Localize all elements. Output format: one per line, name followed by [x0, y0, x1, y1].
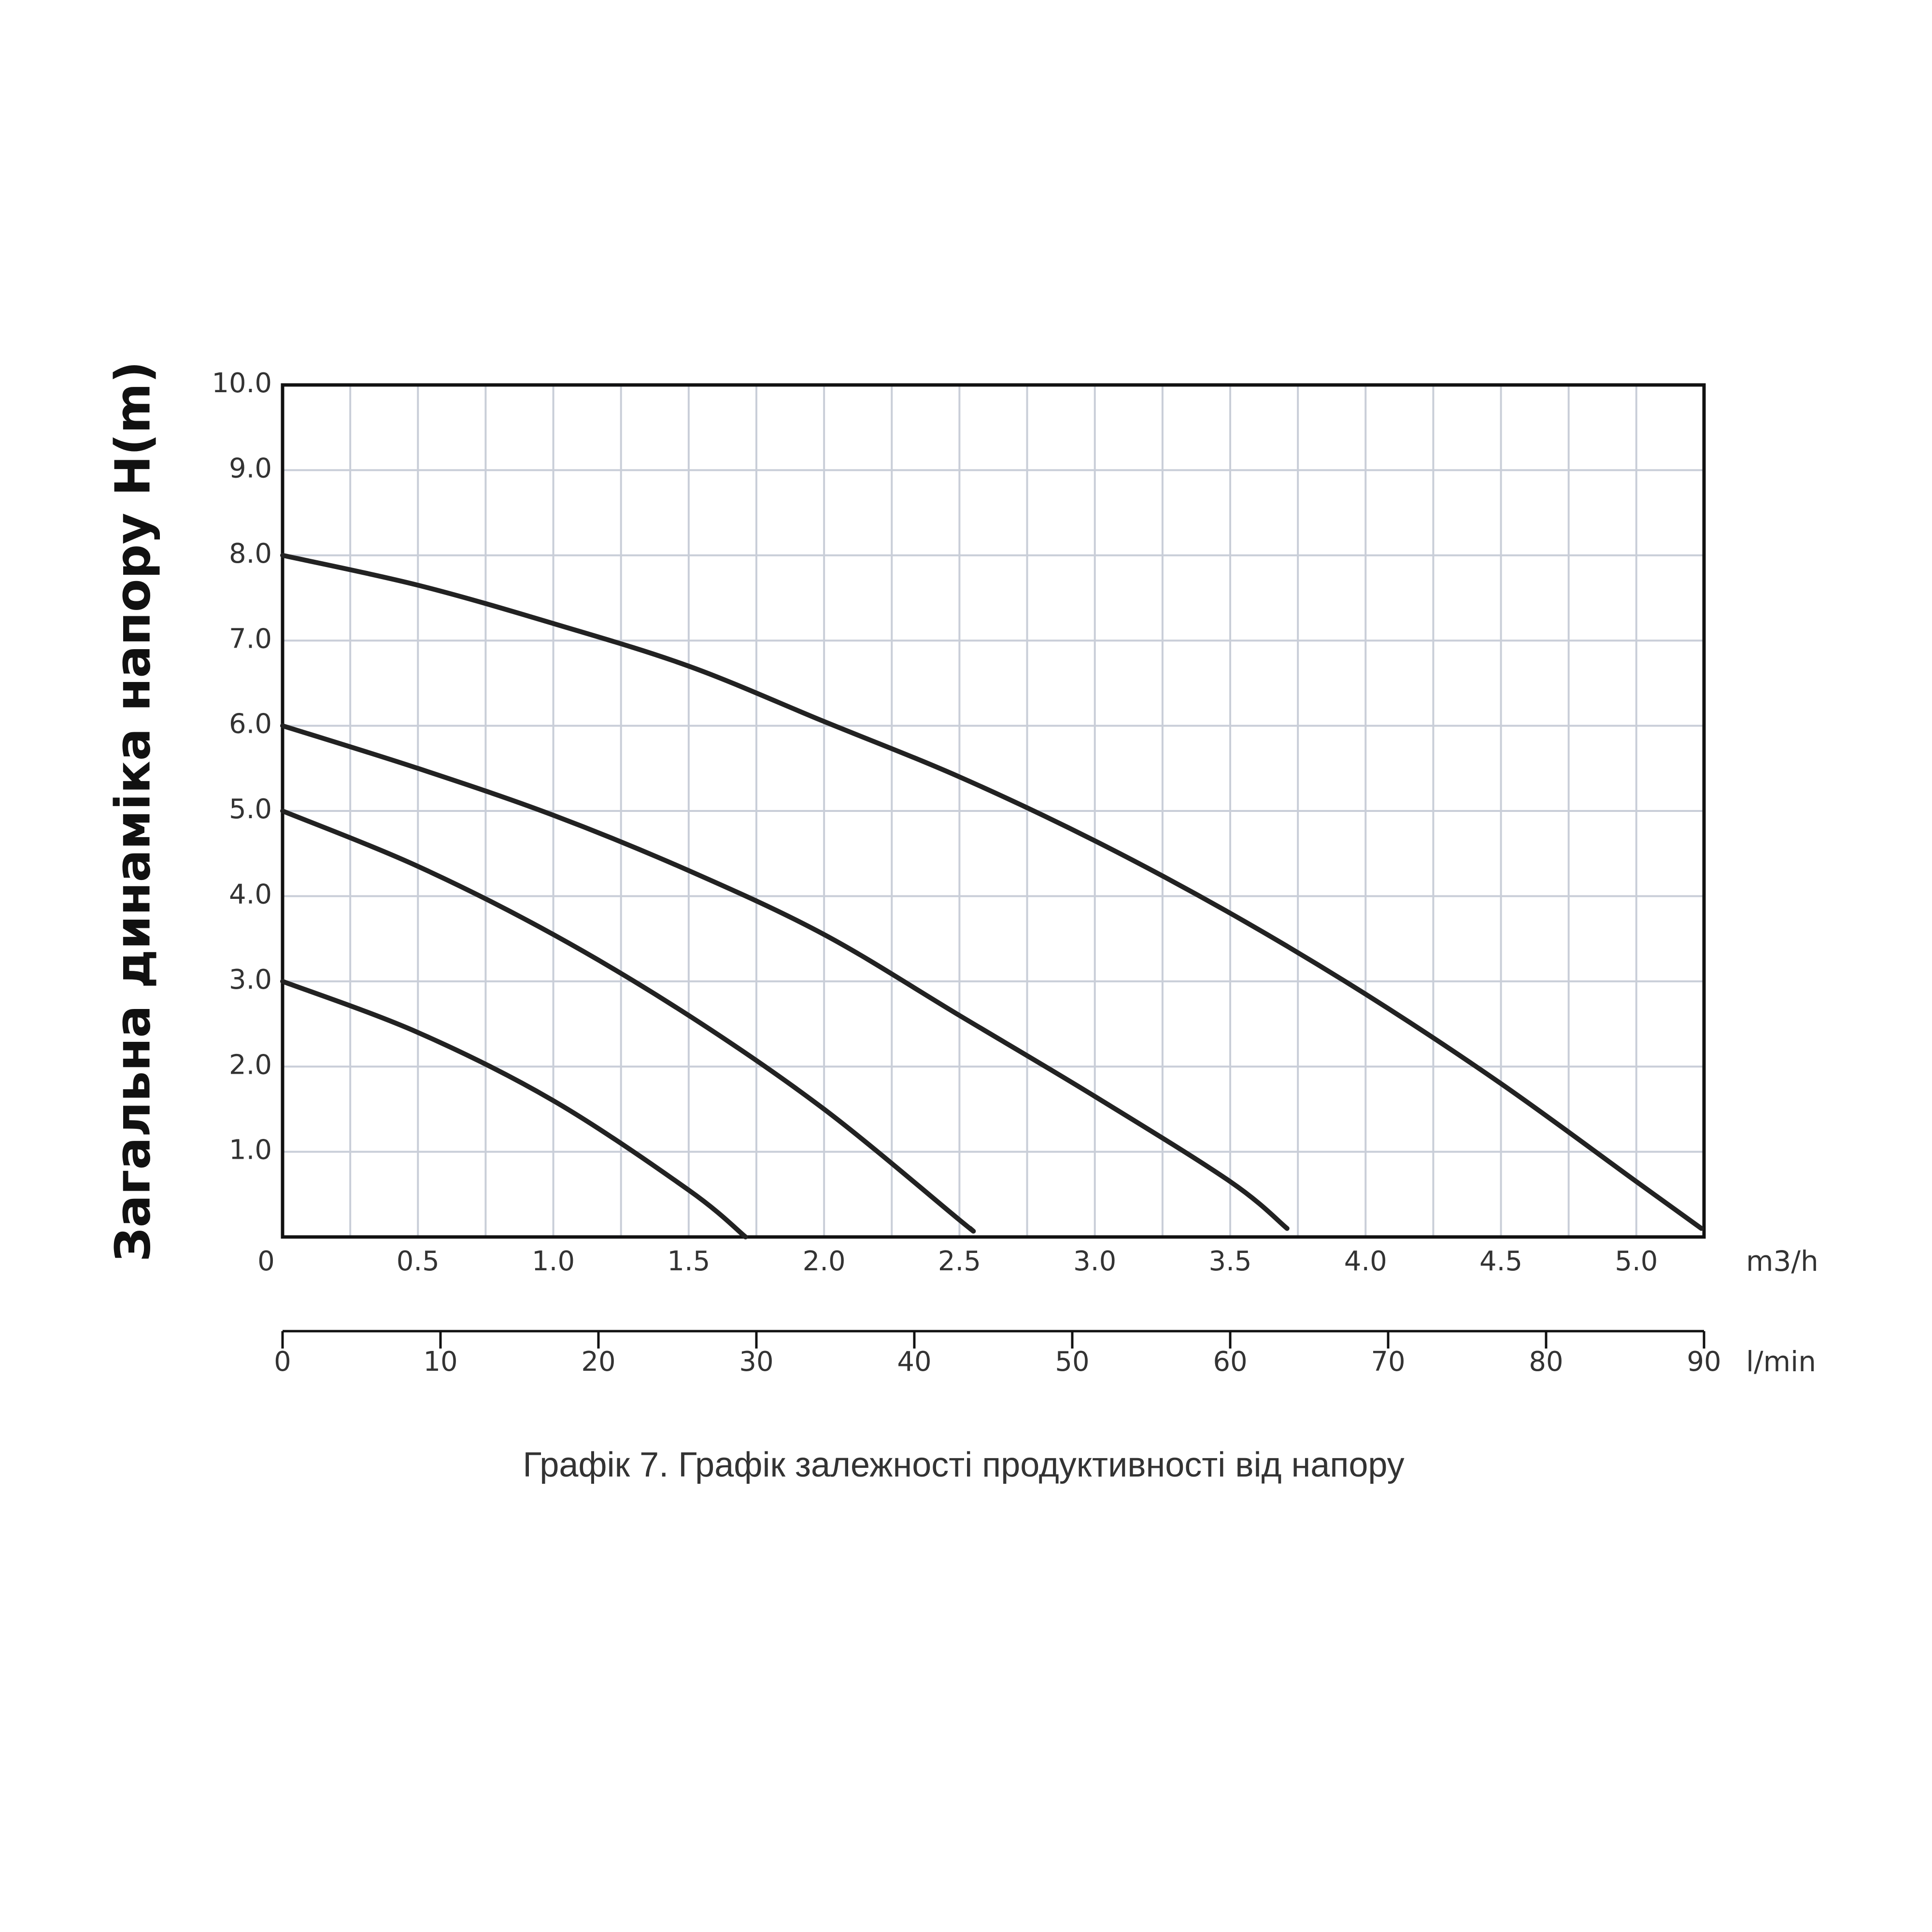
caption: Графік 7. Графік залежності продуктивнос…	[523, 1446, 1404, 1484]
y-tick-label: 3.0	[229, 964, 272, 995]
x2-tick-label: 60	[1213, 1346, 1247, 1378]
y-tick-label: 10.0	[212, 368, 272, 399]
curve	[280, 553, 1704, 1231]
x2-unit: l/min	[1746, 1345, 1816, 1378]
curve	[280, 809, 976, 1234]
x2-tick-label: 90	[1687, 1346, 1721, 1378]
y-tick-label: 9.0	[229, 453, 272, 484]
x-tick-label: 4.5	[1479, 1246, 1522, 1277]
y-tick-label: 7.0	[229, 623, 272, 654]
x2-tick-label: 40	[897, 1346, 931, 1378]
x-tick-label: 3.0	[1073, 1246, 1116, 1277]
y-tick-label: 5.0	[229, 794, 272, 825]
y-tick-label: 6.0	[229, 709, 272, 740]
x-tick-label: 5.0	[1615, 1246, 1658, 1277]
x-tick-label: 2.0	[803, 1246, 846, 1277]
x-tick-label: 0.5	[397, 1246, 440, 1277]
x2-tick-label: 10	[423, 1346, 457, 1378]
y-tick-label: 2.0	[229, 1049, 272, 1080]
x2-tick-label: 20	[581, 1346, 615, 1378]
curve	[280, 723, 1290, 1231]
x2-tick-label: 50	[1055, 1346, 1089, 1378]
x-tick-label: 2.5	[938, 1246, 981, 1277]
x-tick-label: 0	[257, 1246, 275, 1277]
y-axis-label: Загальна динаміка напору H(m)	[104, 361, 161, 1262]
y-tick-label: 4.0	[229, 879, 272, 910]
x2-tick-label: 80	[1529, 1346, 1563, 1378]
y-tick-label: 1.0	[229, 1135, 272, 1166]
x-tick-label: 3.5	[1208, 1246, 1251, 1277]
x-tick-label: 1.0	[532, 1246, 575, 1277]
curve	[280, 979, 748, 1239]
x-unit: m3/h	[1746, 1245, 1818, 1278]
y-tick-label: 8.0	[229, 538, 272, 569]
x2-tick-label: 70	[1371, 1346, 1405, 1378]
x2-tick-label: 30	[739, 1346, 773, 1378]
x2-tick-label: 0	[274, 1346, 291, 1378]
x-tick-label: 4.0	[1344, 1246, 1387, 1277]
x-tick-label: 1.5	[667, 1246, 710, 1277]
